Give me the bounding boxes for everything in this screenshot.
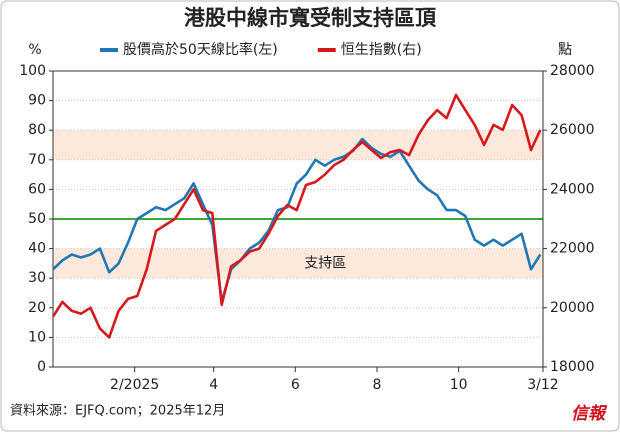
y-tick-label: 30 [28,270,46,286]
y-tick-label: 80 [28,122,46,138]
source: 資料來源：EJFQ.com；2025年12月 [10,404,225,419]
y-tick-label: 90 [28,93,46,109]
y-tick-label: 40 [28,241,46,257]
y2-tick-label: 24000 [550,181,595,197]
y2-tick-label: 26000 [550,122,595,138]
legend-label: 恒生指數(右) [341,42,422,58]
logo: 信報 [571,404,608,424]
y-tick-label: 10 [28,329,46,345]
y2-tick-label: 18000 [550,359,595,375]
y-axis-label: % [28,42,41,58]
x-tick-label: 2/2025 [110,377,159,393]
series-line [52,137,542,304]
y2-tick-label: 22000 [550,241,595,257]
chart-title: 港股中線市寬受制支持區頂 [184,6,437,30]
series-line [51,93,542,339]
y-tick-label: 0 [37,359,46,375]
y-tick-label: 100 [19,63,46,79]
y2-axis-label: 點 [558,42,572,58]
y-tick-label: 50 [28,211,46,227]
y-tick-label: 60 [28,181,46,197]
x-tick-label: 8 [373,377,382,393]
support-band [53,130,543,160]
y2-tick-label: 28000 [550,63,595,79]
plot-frame [52,70,544,368]
y-tick-label: 70 [28,152,46,168]
x-tick-label: 3/12 [527,377,558,393]
support-band [53,248,543,279]
y2-tick-label: 20000 [550,300,595,316]
x-tick-label: 10 [450,377,468,393]
x-tick-label: 6 [291,377,300,393]
x-tick-label: 4 [209,377,218,393]
legend-label: 股價高於50天線比率(左) [123,41,278,58]
y-tick-label: 20 [28,300,46,316]
annotation: 支持區 [304,255,346,271]
